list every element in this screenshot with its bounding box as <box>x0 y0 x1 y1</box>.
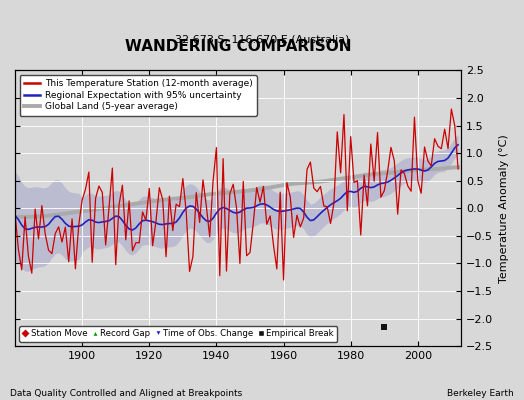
Title: WANDERING COMPARISON: WANDERING COMPARISON <box>125 39 352 54</box>
Text: Data Quality Controlled and Aligned at Breakpoints: Data Quality Controlled and Aligned at B… <box>10 389 243 398</box>
Legend: Station Move, Record Gap, Time of Obs. Change, Empirical Break: Station Move, Record Gap, Time of Obs. C… <box>19 326 337 342</box>
Text: 32.673 S, 116.670 E (Australia): 32.673 S, 116.670 E (Australia) <box>174 34 350 44</box>
Y-axis label: Temperature Anomaly (°C): Temperature Anomaly (°C) <box>499 134 509 283</box>
Text: Berkeley Earth: Berkeley Earth <box>447 389 514 398</box>
